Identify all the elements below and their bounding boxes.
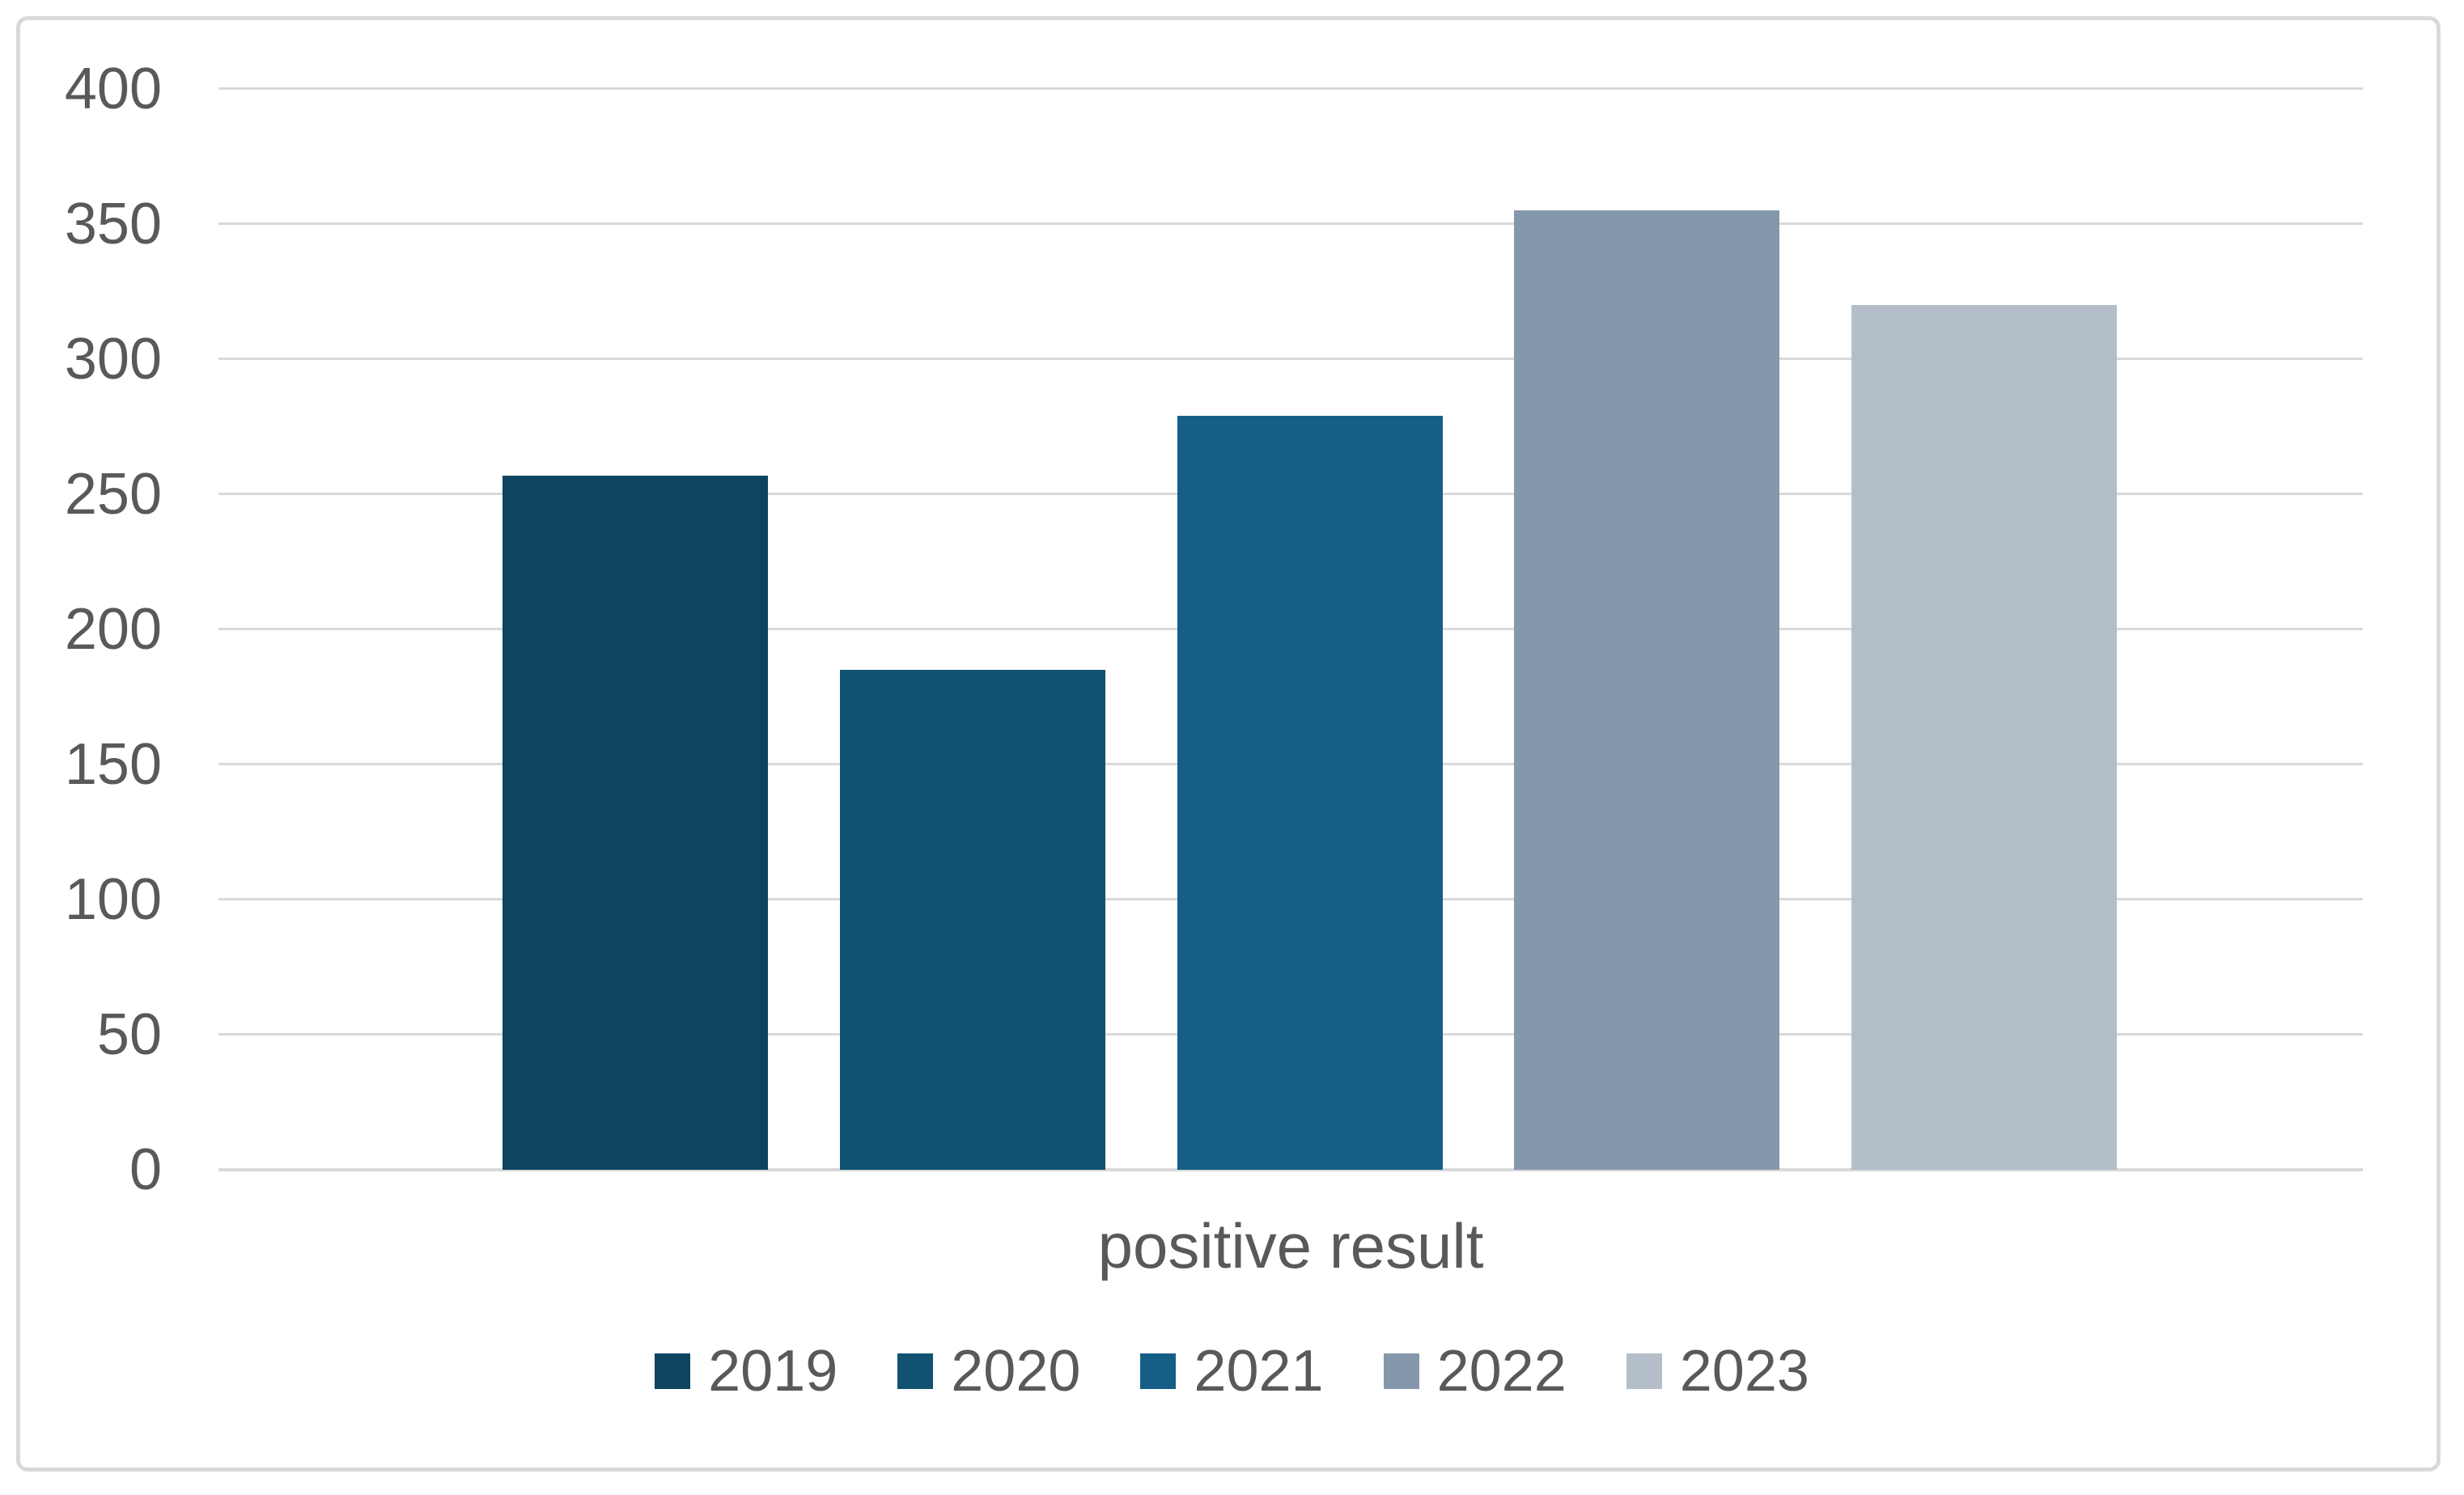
legend: 2019 2020 2021 2022 2023 [0, 1335, 2464, 1408]
legend-swatch-icon [655, 1353, 691, 1389]
y-tick-label-200: 200 [64, 597, 162, 662]
legend-swatch-icon [1626, 1353, 1662, 1389]
y-tick-label-300: 300 [64, 327, 162, 392]
y-tick-label-400: 400 [64, 57, 162, 121]
legend-item-2023: 2023 [1626, 1335, 1809, 1408]
y-tick-label-350: 350 [64, 192, 162, 256]
y-tick-label-100: 100 [64, 867, 162, 932]
y-tick-label-50: 50 [96, 1002, 162, 1067]
bar-2022 [1514, 210, 1779, 1170]
legend-item-2020: 2020 [897, 1335, 1080, 1408]
legend-label: 2019 [708, 1339, 838, 1404]
gridline-300 [218, 358, 2363, 360]
bar-2021 [1177, 416, 1443, 1170]
legend-label: 2020 [951, 1339, 1081, 1404]
y-tick-label-150: 150 [64, 732, 162, 797]
legend-item-2019: 2019 [655, 1335, 838, 1408]
legend-swatch-icon [897, 1353, 934, 1389]
gridline-400 [218, 87, 2363, 90]
bar-2023 [1851, 305, 2117, 1170]
bar-2020 [840, 670, 1105, 1170]
legend-label: 2022 [1436, 1339, 1567, 1404]
legend-item-2022: 2022 [1383, 1335, 1567, 1408]
legend-item-2021: 2021 [1140, 1335, 1324, 1408]
y-tick-label-0: 0 [129, 1137, 162, 1202]
legend-swatch-icon [1383, 1353, 1419, 1389]
gridline-0 [218, 1168, 2363, 1171]
legend-label: 2023 [1679, 1339, 1809, 1404]
legend-label: 2021 [1194, 1339, 1324, 1404]
x-axis-category-label: positive result [1097, 1210, 1484, 1281]
y-tick-label-250: 250 [64, 462, 162, 527]
legend-swatch-icon [1140, 1353, 1177, 1389]
bar-2019 [503, 475, 768, 1170]
gridline-350 [218, 222, 2363, 225]
